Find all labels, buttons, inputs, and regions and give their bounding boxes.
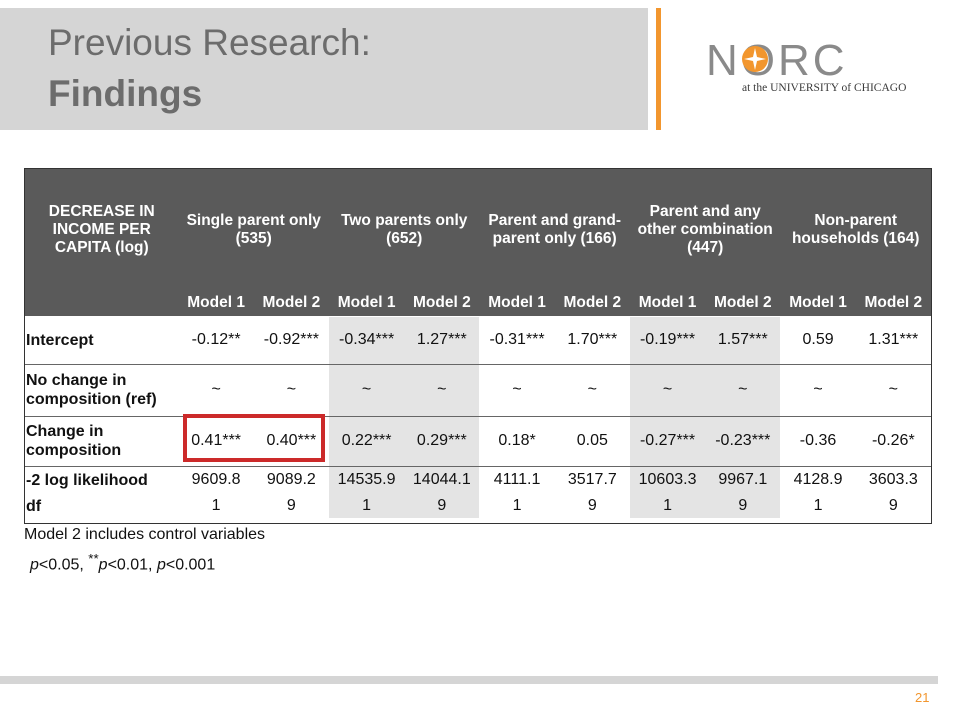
table-cell: 14044.1 — [404, 466, 480, 494]
logo-subtitle: at the UNIVERSITY of CHICAGO — [742, 82, 907, 94]
title-bar — [0, 8, 648, 130]
table-cell: 0.29*** — [404, 416, 480, 467]
table-cell: ~ — [629, 364, 706, 417]
model-corner — [25, 291, 179, 317]
table-cell: 1 — [629, 494, 706, 518]
model-label: Model 1 — [178, 291, 254, 317]
table-cell: ~ — [479, 364, 555, 417]
model-label: Model 2 — [855, 291, 931, 317]
table-cell: 0.05 — [554, 416, 630, 467]
table-cell: ~ — [404, 364, 480, 417]
table-cell: 9967.1 — [705, 466, 781, 494]
table-cell: 10603.3 — [629, 466, 706, 494]
table-row: Change in composition 0.41*** 0.40*** 0.… — [25, 416, 931, 467]
table-cell: 1 — [328, 494, 405, 518]
table-cell: 4111.1 — [493, 471, 541, 489]
table-cell: 14535.9 — [328, 466, 405, 494]
table-cell: 9089.2 — [266, 471, 316, 489]
group-header: Non-parent households (164) — [780, 169, 931, 291]
table-cell: 0.18* — [479, 416, 555, 467]
model-label: Model 2 — [705, 291, 781, 317]
logo-wordmark: NORC — [706, 36, 848, 85]
table-row: df 1 9 1 9 1 9 1 9 1 9 — [25, 494, 931, 518]
table-cell: 4128.9 — [793, 471, 843, 489]
group-header: Parent and grand-parent only (166) — [479, 169, 630, 291]
star-icon — [742, 46, 768, 72]
model-label: Model 1 — [479, 291, 555, 317]
table-cell: 1.31*** — [855, 316, 931, 365]
table-cell: -0.23*** — [705, 416, 781, 467]
sig-text-1: <0.05, — [38, 556, 89, 574]
row-label: df — [26, 497, 42, 515]
group-header: Parent and any other combination (447) — [629, 169, 781, 291]
model-label: Model 2 — [253, 291, 329, 317]
table-cell: -0.27*** — [629, 416, 706, 467]
row-label: Intercept — [25, 316, 179, 365]
table-cell: ~ — [705, 364, 781, 417]
table-cell: -0.34*** — [328, 316, 405, 365]
accent-bar — [656, 8, 661, 130]
table-cell: 9 — [587, 497, 597, 514]
sig-stars: ** — [88, 551, 99, 566]
corner-header: DECREASE IN INCOME PER CAPITA (log) — [25, 169, 179, 291]
table-cell: ~ — [855, 364, 931, 417]
table-cell: ~ — [253, 364, 329, 417]
group-header: Two parents only (652) — [328, 169, 480, 291]
table-cell: -0.36 — [780, 416, 856, 467]
table-cell: 9 — [404, 494, 480, 518]
table-cell: -0.92*** — [253, 316, 329, 365]
table-cell: -0.26* — [855, 416, 931, 467]
table-cell: -0.19*** — [629, 316, 706, 365]
p-symbol: p — [98, 556, 108, 574]
table-cell: 1 — [813, 497, 823, 514]
group-header: Single parent only (535) — [178, 169, 329, 291]
table-cell: -0.12** — [178, 316, 254, 365]
table-cell: 3603.3 — [868, 471, 918, 489]
row-label: -2 log likelihood — [26, 471, 148, 489]
footer-bar — [0, 676, 938, 684]
table-cell: 1 — [211, 497, 221, 514]
table-cell: -0.31*** — [479, 316, 555, 365]
page-number: 21 — [915, 690, 930, 705]
model-label: Model 1 — [328, 291, 405, 317]
table-cell: 1.57*** — [705, 316, 781, 365]
row-label: No change in composition (ref) — [25, 364, 179, 417]
table-row: Intercept -0.12** -0.92*** -0.34*** 1.27… — [25, 316, 931, 365]
table-cell: 9609.8 — [191, 471, 241, 489]
table-cell: 3517.7 — [567, 471, 617, 489]
model-label: Model 1 — [780, 291, 856, 317]
table-row: -2 log likelihood 9609.8 9089.2 14535.9 … — [25, 466, 931, 494]
table-cell: 9 — [705, 494, 781, 518]
table-cell: ~ — [780, 364, 856, 417]
table-cell: ~ — [328, 364, 405, 417]
slide-title: Previous Research: — [48, 22, 371, 63]
model-label: Model 2 — [404, 291, 480, 317]
p-symbol: p — [156, 556, 166, 574]
slide-subtitle: Findings — [48, 73, 203, 114]
table-cell: 1.70*** — [554, 316, 630, 365]
table-cell: ~ — [178, 364, 254, 417]
table-row: No change in composition (ref) ~ ~ ~ ~ ~… — [25, 364, 931, 417]
table-cell: 9 — [286, 497, 296, 514]
highlight-box — [183, 414, 325, 462]
table-cell: 1 — [512, 497, 522, 514]
sig-text-3: <0.001 — [165, 556, 216, 574]
model-label: Model 1 — [629, 291, 706, 317]
row-label: Change in composition — [25, 416, 179, 467]
table-cell: 0.59 — [780, 316, 856, 365]
table-note: Model 2 includes control variables — [24, 526, 266, 543]
sig-text-2: <0.01, — [107, 556, 157, 574]
table-cell: ~ — [554, 364, 630, 417]
table-cell: 0.22*** — [328, 416, 405, 467]
model-label: Model 2 — [554, 291, 630, 317]
results-table: DECREASE IN INCOME PER CAPITA (log) Sing… — [24, 168, 932, 524]
p-symbol: p — [30, 556, 39, 574]
table-cell: 1.27*** — [404, 316, 480, 365]
norc-logo: NORC at the UNIVERSITY of CHICAGO — [706, 36, 936, 106]
significance-legend: p<0.05, **p<0.01, p<0.001 — [30, 551, 215, 574]
table-cell: 9 — [888, 497, 898, 514]
